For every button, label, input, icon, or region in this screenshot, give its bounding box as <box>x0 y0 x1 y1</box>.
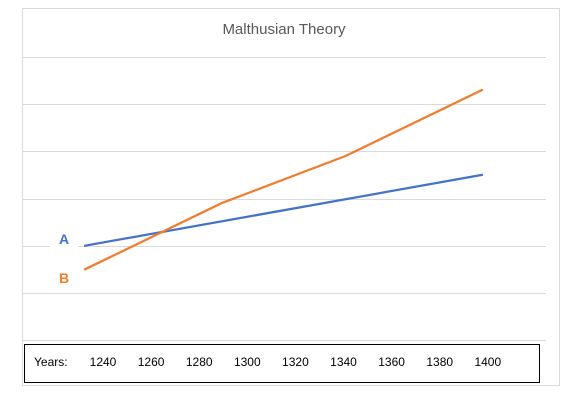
x-axis-box <box>24 344 540 383</box>
series-label-b: B <box>59 270 69 286</box>
x-tick-label: 1400 <box>474 355 501 369</box>
series-lines <box>83 88 484 271</box>
x-tick-label: 1240 <box>90 355 117 369</box>
x-tick-label: 1380 <box>426 355 453 369</box>
x-tick-label: 1300 <box>234 355 261 369</box>
x-axis-prefix: Years: <box>34 355 68 369</box>
x-tick-label: 1260 <box>138 355 165 369</box>
series-line-a <box>83 173 484 247</box>
x-tick-label: 1340 <box>330 355 357 369</box>
x-tick-labels: 1240 1260 1280 1300 1320 1340 1360 1380 1400 <box>90 355 502 369</box>
chart-title: Malthusian Theory <box>222 21 346 38</box>
series-line-b <box>83 88 484 271</box>
label-b-background <box>50 265 78 291</box>
x-tick-label: 1320 <box>282 355 309 369</box>
label-a-background <box>50 228 78 250</box>
x-tick-label: 1280 <box>186 355 213 369</box>
series-label-a: A <box>59 231 69 247</box>
x-tick-label: 1360 <box>378 355 405 369</box>
gridlines <box>22 57 546 341</box>
chart-border <box>22 8 560 386</box>
